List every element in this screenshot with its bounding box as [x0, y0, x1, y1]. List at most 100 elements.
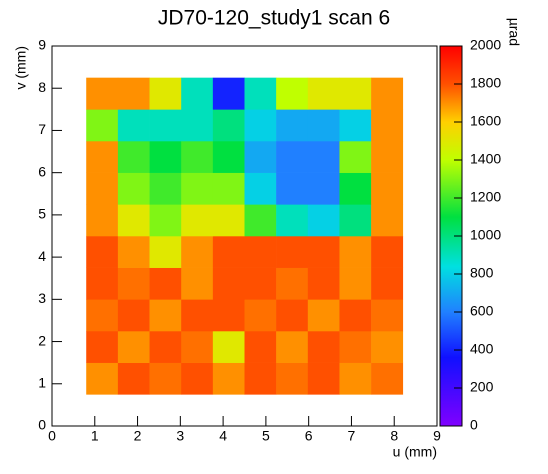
y-tick-label: 4 — [38, 248, 46, 264]
heatmap-cell — [276, 299, 309, 332]
z-tick-label: 200 — [470, 379, 494, 395]
heatmap-cell — [244, 204, 277, 237]
heatmap-cell — [244, 362, 277, 395]
heatmap-cell — [86, 236, 119, 268]
heatmap-cell — [149, 204, 182, 237]
heatmap-cell — [339, 172, 372, 205]
heatmap-cell — [276, 236, 309, 268]
heatmap-cell — [86, 331, 119, 363]
heatmap-cell — [244, 77, 277, 110]
heatmap-cell — [307, 236, 340, 268]
heatmap-cell — [149, 172, 182, 205]
y-tick-label: 6 — [38, 163, 46, 179]
heatmap-cell — [276, 204, 309, 237]
heatmap-cell — [212, 141, 245, 173]
z-tick-label: 400 — [470, 341, 494, 357]
y-tick-label: 8 — [38, 79, 46, 95]
heatmap-cell — [86, 204, 119, 237]
heatmap-cell — [212, 109, 245, 142]
heatmap-cell — [371, 267, 404, 300]
heatmap-cell — [244, 172, 277, 205]
heatmap-cell — [307, 331, 340, 363]
heatmap-cell — [307, 267, 340, 300]
heatmap-cell — [212, 204, 245, 237]
z-tick-label: 1600 — [470, 113, 501, 129]
heatmap-cell — [276, 172, 309, 205]
heatmap-cell — [371, 204, 404, 237]
z-tick-label: 1000 — [470, 227, 501, 243]
heatmap-cell — [86, 299, 119, 332]
heatmap-cell — [149, 141, 182, 173]
heatmap-cell — [307, 362, 340, 395]
y-tick-label: 7 — [38, 121, 46, 137]
x-tick-label: 2 — [134, 428, 142, 444]
heatmap-cell — [212, 267, 245, 300]
heatmap-cell — [307, 77, 340, 110]
heatmap-cell — [244, 267, 277, 300]
heatmap-cell — [371, 299, 404, 332]
heatmap-cell — [339, 299, 372, 332]
z-tick-label: 2000 — [470, 37, 501, 53]
x-tick-label: 8 — [390, 428, 398, 444]
heatmap-cell — [339, 331, 372, 363]
heatmap-cell — [371, 236, 404, 268]
x-tick-label: 9 — [433, 428, 441, 444]
heatmap-cell — [371, 141, 404, 173]
heatmap-cell — [149, 236, 182, 268]
z-tick-label: 600 — [470, 303, 494, 319]
chart-title: JD70-120_study1 scan 6 — [158, 7, 390, 30]
heatmap-cell — [339, 141, 372, 173]
heatmap-cell — [276, 331, 309, 363]
heatmap-cell — [117, 267, 150, 300]
heatmap-cell — [339, 77, 372, 110]
heatmap-cell — [181, 331, 214, 363]
heatmap-cell — [181, 109, 214, 142]
heatmap-cell — [86, 172, 119, 205]
heatmap-cell — [276, 267, 309, 300]
heatmap-cell — [339, 362, 372, 395]
x-axis-label: u (mm) — [393, 444, 437, 460]
y-tick-label: 5 — [38, 206, 46, 222]
heatmap-cell — [117, 172, 150, 205]
y-tick-label: 0 — [38, 417, 46, 433]
x-tick-label: 7 — [348, 428, 356, 444]
heatmap-cell — [307, 204, 340, 237]
heatmap-cell — [117, 204, 150, 237]
heatmap-cell — [244, 141, 277, 173]
heatmap-cell — [149, 77, 182, 110]
y-tick-label: 3 — [38, 290, 46, 306]
y-tick-label: 2 — [38, 332, 46, 348]
z-axis-label: µrad — [506, 18, 522, 46]
heatmap-cell — [181, 77, 214, 110]
heatmap-cell — [244, 299, 277, 332]
heatmap-cell — [307, 172, 340, 205]
z-tick-label: 1200 — [470, 189, 501, 205]
heatmap-cell — [181, 362, 214, 395]
y-tick-label: 1 — [38, 374, 46, 390]
heatmap-cell — [181, 236, 214, 268]
heatmap-cell — [149, 267, 182, 300]
heatmap-cell — [181, 267, 214, 300]
z-tick-label: 1800 — [470, 75, 501, 91]
heatmap-cell — [307, 141, 340, 173]
heatmap-cell — [371, 172, 404, 205]
heatmap-cell — [117, 141, 150, 173]
y-axis-label: v (mm) — [13, 46, 29, 90]
x-tick-label: 3 — [176, 428, 184, 444]
heatmap-cell — [86, 362, 119, 395]
x-tick-label: 1 — [91, 428, 99, 444]
heatmap-cell — [117, 362, 150, 395]
heatmap-cell — [117, 236, 150, 268]
heatmap-cell — [181, 172, 214, 205]
heatmap-cell — [276, 362, 309, 395]
heatmap-cell — [149, 362, 182, 395]
heatmap-cell — [276, 141, 309, 173]
heatmap-cell — [339, 204, 372, 237]
heatmap-cell — [371, 109, 404, 142]
heatmap-cell — [117, 299, 150, 332]
heatmap-cell — [212, 331, 245, 363]
z-tick-label: 0 — [470, 417, 478, 433]
z-tick-label: 1400 — [470, 151, 501, 167]
heatmap-cell — [181, 204, 214, 237]
x-tick-label: 6 — [305, 428, 313, 444]
